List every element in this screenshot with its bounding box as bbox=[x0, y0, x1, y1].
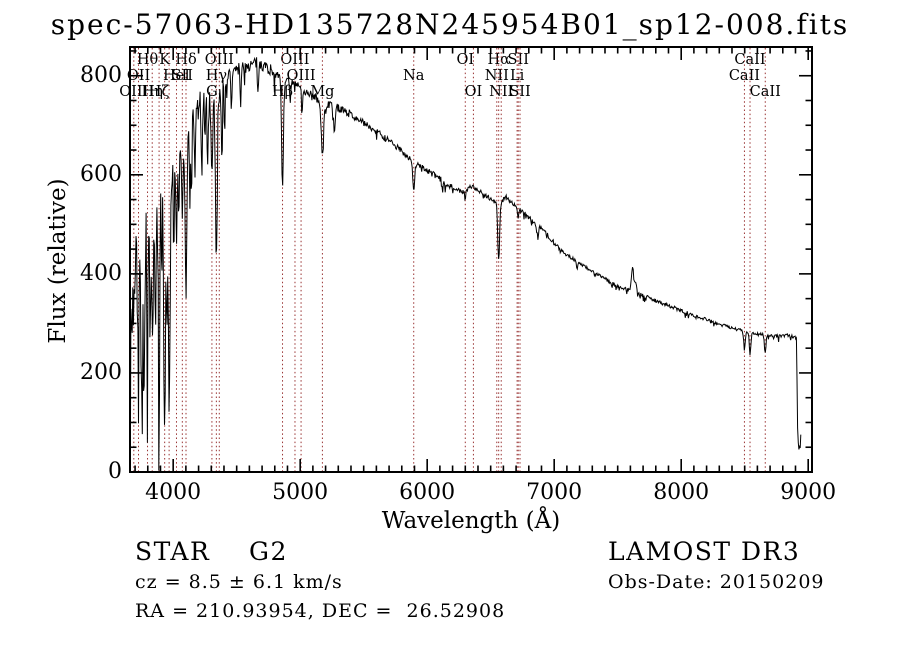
x-tick-label: 8000 bbox=[653, 480, 710, 505]
x-tick-label: 9000 bbox=[780, 480, 837, 505]
x-tick-label: 4000 bbox=[145, 480, 202, 505]
x-axis-title: Wavelength (Å) bbox=[381, 508, 561, 534]
line-label: Hα bbox=[487, 52, 510, 68]
line-label: OI bbox=[456, 52, 474, 68]
line-label: G bbox=[206, 84, 218, 100]
line-label: Hη bbox=[142, 84, 163, 100]
line-label: OIII bbox=[119, 84, 148, 100]
line-label: Li bbox=[510, 68, 525, 84]
x-tick-label: 7000 bbox=[526, 480, 583, 505]
line-label: Hθ bbox=[137, 52, 158, 68]
object-subclass: G2 bbox=[249, 537, 288, 566]
y-tick-label: 400 bbox=[80, 260, 122, 286]
obs-date: Obs-Date: 20150209 bbox=[608, 571, 825, 593]
x-tick-label: 5000 bbox=[272, 480, 329, 505]
x-tick-label: 6000 bbox=[399, 480, 456, 505]
line-label: Hδ bbox=[175, 52, 196, 68]
survey-name: LAMOST DR3 bbox=[608, 537, 801, 566]
line-label: Hβ bbox=[272, 84, 293, 100]
y-tick-label: 800 bbox=[80, 62, 122, 88]
line-label: OIII bbox=[205, 52, 234, 68]
line-label: OIII bbox=[280, 52, 309, 68]
spectrum-curve bbox=[129, 56, 802, 471]
line-label: CaII bbox=[729, 68, 760, 84]
cz-value: cz = 8.5 ± 6.1 km/s bbox=[135, 571, 343, 593]
y-tick-label: 200 bbox=[80, 359, 122, 385]
y-tick-label: 600 bbox=[80, 161, 122, 187]
line-label: OI bbox=[465, 84, 483, 100]
line-label: CaII bbox=[734, 52, 765, 68]
line-label: NII bbox=[485, 68, 509, 84]
line-label: SII bbox=[508, 52, 529, 68]
y-tick-label: 0 bbox=[108, 459, 122, 484]
line-label: OIII bbox=[287, 68, 316, 84]
plot-border bbox=[129, 46, 813, 473]
line-label: K bbox=[159, 52, 171, 68]
ra-dec-value: RA = 210.93954, DEC = 26.52908 bbox=[135, 600, 506, 622]
line-label: Hγ bbox=[206, 68, 227, 84]
line-label: Na bbox=[403, 68, 425, 84]
plot-title: spec-57063-HD135728N245954B01_sp12-008.f… bbox=[50, 8, 850, 41]
line-label: Hζ bbox=[149, 84, 170, 100]
line-label: SII bbox=[172, 68, 193, 84]
line-label: HeI bbox=[163, 68, 190, 84]
line-label: SII bbox=[509, 84, 530, 100]
object-class: STAR bbox=[135, 537, 211, 566]
line-label: NII bbox=[489, 84, 513, 100]
line-label: CaII bbox=[750, 84, 781, 100]
